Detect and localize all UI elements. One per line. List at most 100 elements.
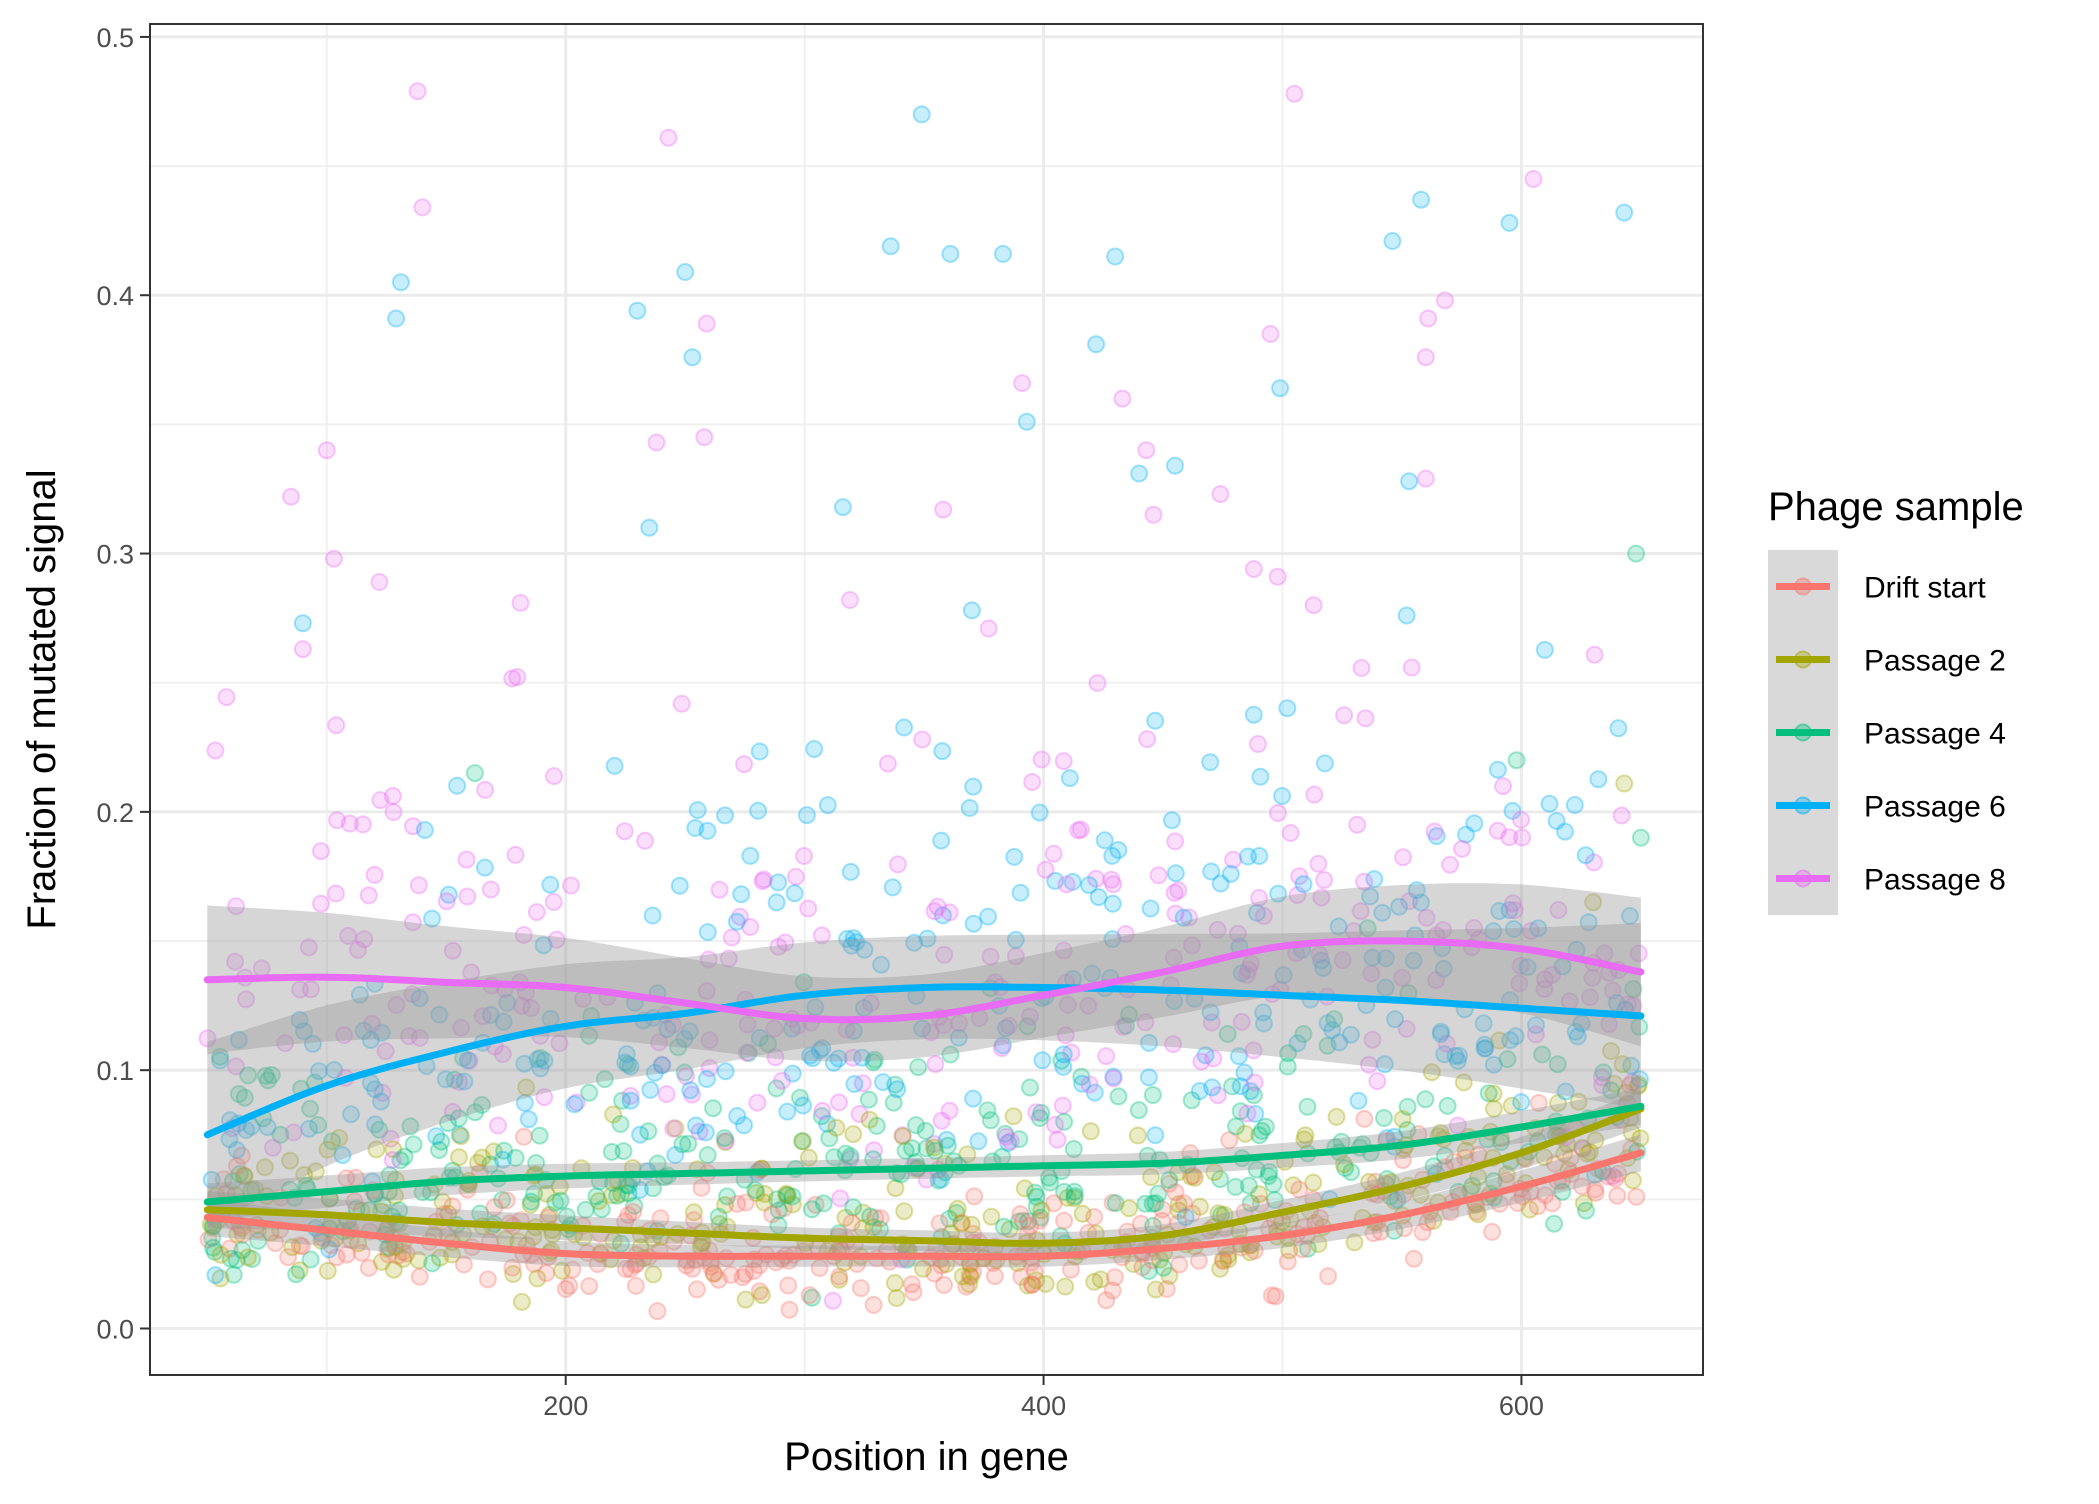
scatter-point bbox=[1011, 1205, 1030, 1224]
scatter-point bbox=[409, 876, 428, 895]
scatter-point bbox=[1054, 1057, 1073, 1076]
scatter-point bbox=[794, 1096, 813, 1115]
scatter-point bbox=[887, 1289, 906, 1307]
scatter-point bbox=[841, 591, 859, 609]
scatter-point bbox=[1026, 1183, 1044, 1202]
scatter-point bbox=[1256, 1117, 1275, 1136]
scatter-point bbox=[409, 1251, 428, 1270]
scatter-point bbox=[1465, 814, 1484, 833]
scatter-point bbox=[443, 1197, 462, 1216]
scatter-point bbox=[1030, 1109, 1049, 1127]
scatter-point bbox=[565, 1095, 584, 1114]
scatter-point bbox=[1241, 1082, 1260, 1101]
scatter-point bbox=[293, 640, 312, 659]
scatter-point bbox=[1412, 893, 1430, 912]
scatter-point bbox=[333, 1146, 352, 1165]
scatter-point bbox=[684, 1211, 703, 1230]
scatter-point bbox=[1018, 1017, 1037, 1036]
scatter-point bbox=[460, 1051, 479, 1070]
scatter-point bbox=[1153, 1211, 1172, 1230]
scatter-point bbox=[690, 1122, 709, 1141]
scatter-point bbox=[886, 1179, 905, 1198]
scatter-point bbox=[783, 1195, 802, 1214]
scatter-point bbox=[1305, 785, 1324, 804]
scatter-point bbox=[1143, 1194, 1162, 1213]
scatter-point bbox=[1483, 1222, 1502, 1241]
scatter-point bbox=[320, 1240, 339, 1259]
scatter-point bbox=[698, 821, 717, 840]
scatter-point bbox=[948, 1199, 967, 1218]
scatter-point bbox=[802, 1200, 821, 1219]
scatter-point bbox=[1315, 871, 1334, 889]
y-tick-label: 0.1 bbox=[96, 1056, 134, 1086]
scatter-point bbox=[1536, 970, 1554, 989]
scatter-point bbox=[1606, 1169, 1625, 1188]
scatter-point bbox=[1290, 1180, 1309, 1199]
scatter-point bbox=[458, 1051, 477, 1070]
scatter-point bbox=[1441, 855, 1459, 874]
scatter-point bbox=[1474, 1014, 1493, 1033]
scatter-point bbox=[1054, 1045, 1073, 1064]
scatter-point bbox=[1166, 832, 1185, 851]
scatter-point bbox=[1318, 1014, 1337, 1033]
scatter-point bbox=[493, 1045, 512, 1063]
scatter-point bbox=[1025, 1262, 1044, 1281]
scatter-point bbox=[1238, 1104, 1257, 1123]
scatter-point bbox=[918, 929, 937, 948]
scatter-point bbox=[683, 348, 702, 367]
scatter-point bbox=[410, 1028, 429, 1047]
scatter-point bbox=[721, 1265, 740, 1284]
scatter-point bbox=[612, 1184, 631, 1203]
scatter-point bbox=[1309, 1235, 1328, 1253]
y-tick-label: 0.3 bbox=[96, 540, 134, 570]
scatter-point bbox=[1581, 988, 1600, 1007]
scatter-point bbox=[217, 688, 236, 707]
scatter-point bbox=[1529, 919, 1548, 938]
scatter-point bbox=[1208, 1086, 1227, 1105]
scatter-point bbox=[1039, 1168, 1058, 1187]
scatter-point bbox=[1019, 1212, 1038, 1231]
scatter-point bbox=[211, 1051, 230, 1070]
scatter-point bbox=[913, 1019, 932, 1038]
scatter-point bbox=[1309, 854, 1328, 873]
scatter-point bbox=[1052, 1051, 1071, 1070]
x-axis-title: Position in gene bbox=[784, 1435, 1069, 1479]
scatter-point bbox=[1105, 1268, 1124, 1287]
scatter-point bbox=[205, 1242, 224, 1261]
scatter-point bbox=[1219, 1246, 1238, 1265]
scatter-point bbox=[1164, 948, 1183, 967]
scatter-point bbox=[895, 718, 914, 737]
scatter-point bbox=[812, 926, 831, 945]
scatter-point bbox=[553, 1261, 571, 1280]
scatter-point bbox=[1221, 864, 1240, 883]
scatter-point bbox=[1241, 1243, 1260, 1262]
scatter-point bbox=[519, 1110, 538, 1129]
legend-item: Passage 8 bbox=[1776, 864, 2006, 897]
scatter-point bbox=[952, 1213, 971, 1232]
scatter-point bbox=[1054, 941, 1073, 960]
scatter-point bbox=[450, 1148, 468, 1167]
scatter-point bbox=[1085, 1272, 1104, 1291]
scatter-point bbox=[934, 500, 953, 519]
scatter-point bbox=[299, 938, 318, 957]
scatter-point bbox=[1549, 1094, 1567, 1113]
scatter-point bbox=[657, 1085, 676, 1104]
scatter-point bbox=[1227, 1117, 1245, 1136]
scatter-point bbox=[403, 913, 422, 932]
scatter-point bbox=[1490, 1194, 1509, 1213]
confidence-band bbox=[207, 1087, 1641, 1221]
scatter-point bbox=[1348, 815, 1367, 834]
scatter-point bbox=[1503, 894, 1522, 913]
scatter-point bbox=[960, 1275, 979, 1294]
scatter-point bbox=[830, 1267, 849, 1286]
scatter-point bbox=[1006, 947, 1025, 966]
scatter-point bbox=[391, 1151, 410, 1170]
scatter-point bbox=[522, 999, 541, 1018]
scatter-point bbox=[746, 1181, 765, 1199]
scatter-point bbox=[1189, 1251, 1208, 1270]
scatter-point bbox=[1183, 1204, 1202, 1223]
scatter-point bbox=[327, 1248, 346, 1267]
scatter-point bbox=[1228, 924, 1247, 943]
scatter-point bbox=[1394, 1151, 1412, 1170]
